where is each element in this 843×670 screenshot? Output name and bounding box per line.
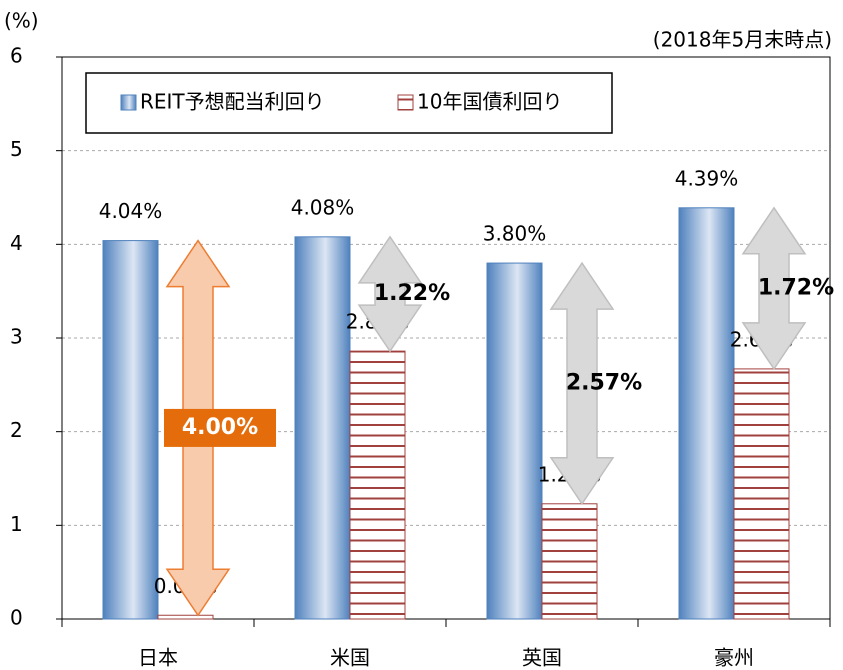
legend-swatch (120, 94, 137, 111)
value-label: 4.08% (291, 195, 355, 219)
y-tick-label: 2 (10, 418, 23, 442)
spread-label-box (164, 408, 276, 447)
value-label: 4.04% (99, 199, 163, 223)
bar (157, 614, 214, 620)
spread-arrow (549, 261, 615, 506)
bar (486, 262, 543, 620)
spread-label: 1.72% (758, 275, 834, 300)
legend-label: REIT予想配当利回り (140, 90, 325, 114)
bar (733, 368, 790, 620)
spread-arrow (357, 235, 423, 353)
y-tick-label: 0 (10, 606, 23, 630)
subtitle: (2018年5月末時点) (653, 28, 832, 52)
y-axis-label: (%) (4, 9, 39, 33)
x-tick-label: 豪州 (714, 646, 754, 670)
x-tick-label: 米国 (330, 646, 370, 670)
legend-swatch (397, 94, 414, 111)
value-label: 3.80% (483, 222, 547, 246)
bar (294, 236, 351, 620)
y-tick-label: 5 (10, 137, 23, 161)
spread-arrow (741, 206, 807, 371)
bar (678, 207, 735, 620)
y-tick-label: 3 (10, 325, 23, 349)
x-tick-label: 日本 (138, 646, 178, 670)
y-tick-label: 6 (10, 44, 23, 68)
x-tick-label: 英国 (522, 646, 562, 670)
bar (102, 240, 159, 620)
legend-box (85, 72, 613, 134)
bar (349, 350, 406, 620)
bar (541, 503, 598, 620)
y-tick-label: 4 (10, 231, 23, 255)
value-label: 4.39% (675, 166, 739, 190)
y-tick-label: 1 (10, 512, 23, 536)
legend-label: 10年国債利回り (417, 90, 562, 114)
spread-label: 2.57% (566, 370, 642, 395)
spread-label: 1.22% (374, 281, 450, 306)
spread-label: 4.00% (182, 415, 258, 440)
